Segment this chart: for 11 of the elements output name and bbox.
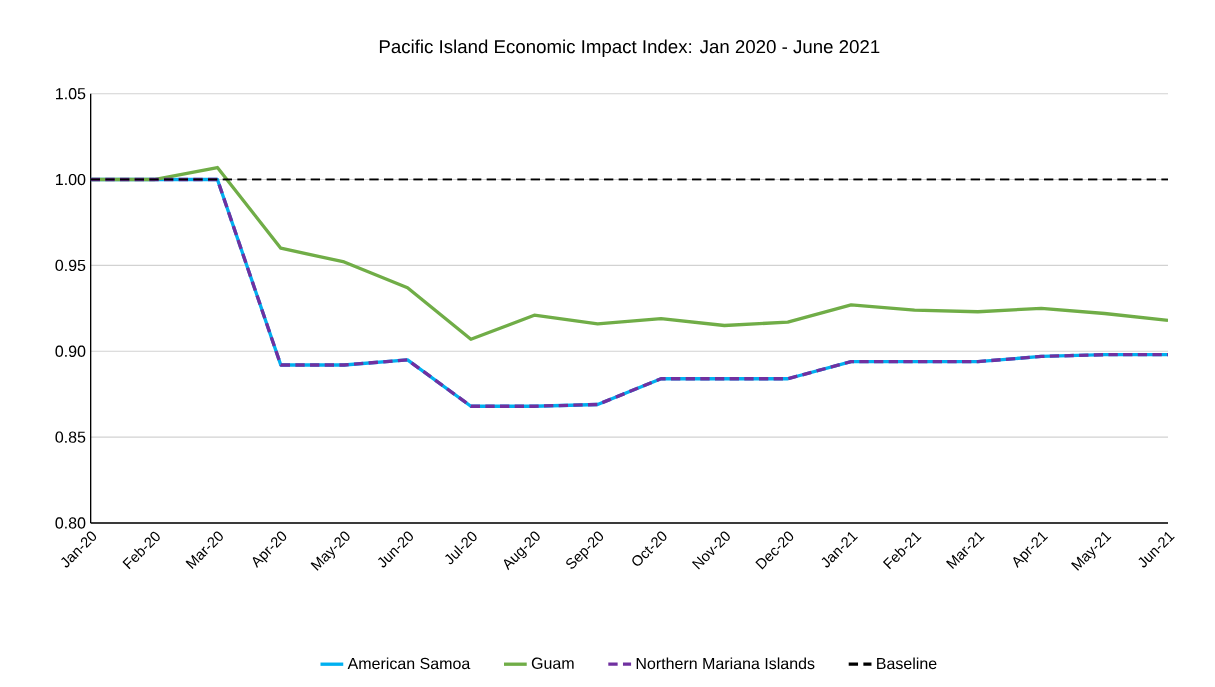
y-tick-label: 0.90 xyxy=(55,345,86,357)
legend-label: American Samoa xyxy=(347,657,471,670)
legend-label: Guam xyxy=(531,657,574,669)
y-tick-label: 0.85 xyxy=(55,431,86,443)
y-tick-label: 0.95 xyxy=(55,259,86,272)
legend-label: Northern Mariana Islands xyxy=(636,657,815,670)
y-tick-label: 1.00 xyxy=(56,173,86,186)
legend-label: Baseline xyxy=(877,657,937,670)
chart-title: Pacific Island Economic Impact Index: Jan 2020 - June 2021 xyxy=(379,39,880,57)
y-tick-label: 0.80 xyxy=(55,517,86,529)
y-tick-label: 1.05 xyxy=(56,88,86,100)
